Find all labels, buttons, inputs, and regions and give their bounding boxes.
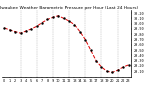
Title: Milwaukee Weather Barometric Pressure per Hour (Last 24 Hours): Milwaukee Weather Barometric Pressure pe…	[0, 6, 138, 10]
